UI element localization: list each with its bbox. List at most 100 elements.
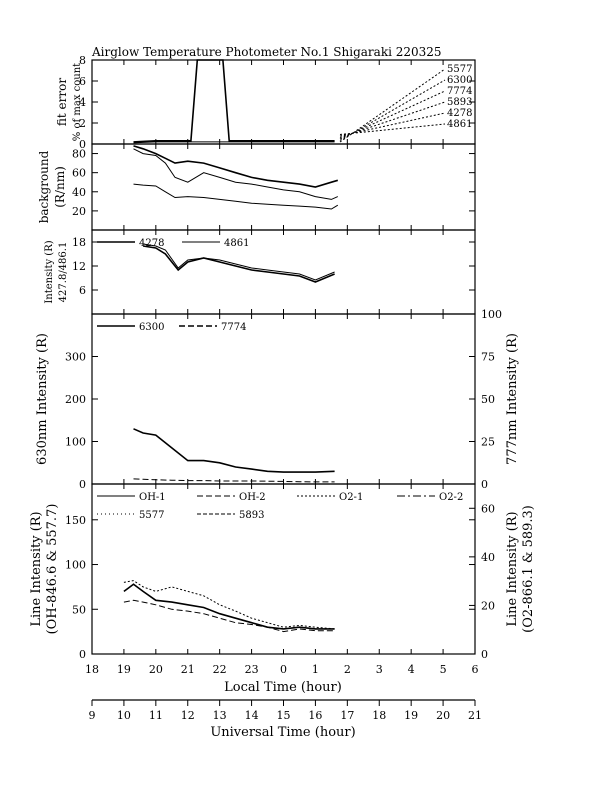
ratio-ylabel2: 427.8/486.1 (58, 242, 69, 303)
background-ylabel: background (37, 150, 51, 223)
oxygen-ylabel: 630nm Intensity (R) (35, 333, 50, 465)
local-tick-label: 1 (312, 663, 319, 676)
y-tick-label: 200 (65, 393, 86, 406)
y-tick-label: 6 (79, 75, 86, 88)
legend-label: OH-2 (239, 492, 266, 503)
series-line-7774 (133, 478, 335, 483)
legend-label: 5577 (139, 510, 164, 521)
series-line-6300 (133, 428, 335, 473)
local-tick-label: 19 (117, 663, 131, 676)
local-time-label: Local Time (hour) (224, 680, 342, 695)
legend-line (339, 112, 446, 137)
y-tick-label: 4 (79, 96, 86, 109)
y-tick-label: 12 (72, 260, 86, 273)
local-tick-label: 0 (280, 663, 287, 676)
series-line-5577 (123, 599, 335, 633)
local-tick-label: 4 (408, 663, 415, 676)
ut-tick-label: 18 (372, 709, 386, 722)
line-y2label: Line Intensity (R) (505, 511, 520, 626)
fit-error-ylabel2: % of max count (72, 63, 83, 141)
y-tick-label: 0 (79, 648, 86, 661)
line-ylabel2: (OH-846.6 & 557.7) (45, 504, 60, 635)
ut-tick-label: 20 (436, 709, 450, 722)
y-tick-label: 50 (72, 603, 86, 616)
local-tick-label: 2 (344, 663, 351, 676)
legend-label: 4861 (224, 238, 249, 249)
ut-tick-label: 10 (117, 709, 131, 722)
legend-line (339, 68, 446, 143)
local-tick-label: 3 (376, 663, 383, 676)
legend-label: O2-1 (339, 492, 363, 503)
y2-tick-label: 60 (481, 502, 495, 515)
y2-tick-label: 50 (481, 393, 495, 406)
series-line-4861 (133, 141, 335, 144)
local-tick-label: 20 (149, 663, 163, 676)
line-ylabel: Line Intensity (R) (29, 511, 44, 626)
y2-tick-label: 75 (481, 351, 495, 364)
y-tick-label: 40 (72, 186, 86, 199)
fit-error-ylabel: fit error (55, 78, 69, 126)
y-tick-label: 6 (79, 284, 86, 297)
line-y2label2: (O2-866.1 & 589.3) (521, 505, 536, 633)
y-tick-label: 300 (65, 351, 86, 364)
legend-label: OH-1 (139, 492, 166, 503)
ut-tick-label: 21 (468, 709, 482, 722)
ut-tick-label: 19 (404, 709, 418, 722)
y-tick-label: 0 (79, 138, 86, 151)
ut-tick-label: 15 (277, 709, 291, 722)
y-tick-label: 150 (65, 514, 86, 527)
legend-line (339, 79, 446, 141)
y-tick-label: 0 (79, 478, 86, 491)
ut-tick-label: 17 (340, 709, 354, 722)
series-layer (123, 59, 339, 633)
local-tick-label: 5 (440, 663, 447, 676)
legend-label: 7774 (447, 86, 472, 97)
legend-label: 6300 (139, 322, 164, 333)
series-line-middle (133, 148, 339, 200)
series-line-5893 (123, 580, 335, 630)
oxygen-y2label: 777nm Intensity (R) (505, 333, 520, 465)
legend-label: 4278 (447, 108, 472, 119)
universal-time-label: Universal Time (hour) (210, 725, 355, 740)
series-line-4278 (133, 59, 335, 143)
legend-label: 4278 (139, 238, 164, 249)
local-tick-label: 18 (85, 663, 99, 676)
legend-label: 5893 (239, 510, 264, 521)
ratio-ylabel: Intensity (R) (44, 240, 55, 303)
y-tick-label: 80 (72, 148, 86, 161)
ut-tick-label: 16 (308, 709, 322, 722)
y2-tick-label: 100 (481, 308, 502, 321)
legend-line (339, 123, 446, 135)
legend-label: 7774 (221, 322, 246, 333)
series-line-4861 (143, 243, 335, 281)
y-tick-label: 8 (79, 54, 86, 67)
ut-tick-label: 14 (245, 709, 259, 722)
y2-tick-label: 40 (481, 551, 495, 564)
y-tick-label: 60 (72, 167, 86, 180)
ut-tick-label: 9 (89, 709, 96, 722)
ut-tick-label: 12 (181, 709, 195, 722)
y-tick-label: 100 (65, 436, 86, 449)
y2-tick-label: 0 (481, 478, 488, 491)
legend-label: 5577 (447, 64, 472, 75)
y-tick-label: 20 (72, 205, 86, 218)
panel-fit-error (91, 59, 476, 145)
y2-tick-label: 0 (481, 648, 488, 661)
panel-630-777 (91, 313, 476, 485)
legend-label: 5893 (447, 97, 472, 108)
legend-label: 4861 (447, 119, 472, 130)
y2-tick-label: 20 (481, 599, 495, 612)
local-tick-label: 21 (181, 663, 195, 676)
legend-line (339, 90, 446, 140)
background-ylabel2: (R/nm) (53, 166, 67, 208)
legend-line (339, 101, 446, 138)
y-tick-label: 2 (79, 117, 86, 130)
local-tick-label: 23 (245, 663, 259, 676)
tick-layer: 18 19 20 21 22 23 0 1 2 3 4 5 69 10 11 12 13 14 15 16 17 18 19… (65, 54, 502, 722)
figure-title: Airglow Temperature Photometer No.1 Shig… (91, 45, 442, 59)
y-tick-label: 100 (65, 559, 86, 572)
local-tick-label: 22 (213, 663, 227, 676)
series-line-OH-1 (123, 583, 335, 630)
